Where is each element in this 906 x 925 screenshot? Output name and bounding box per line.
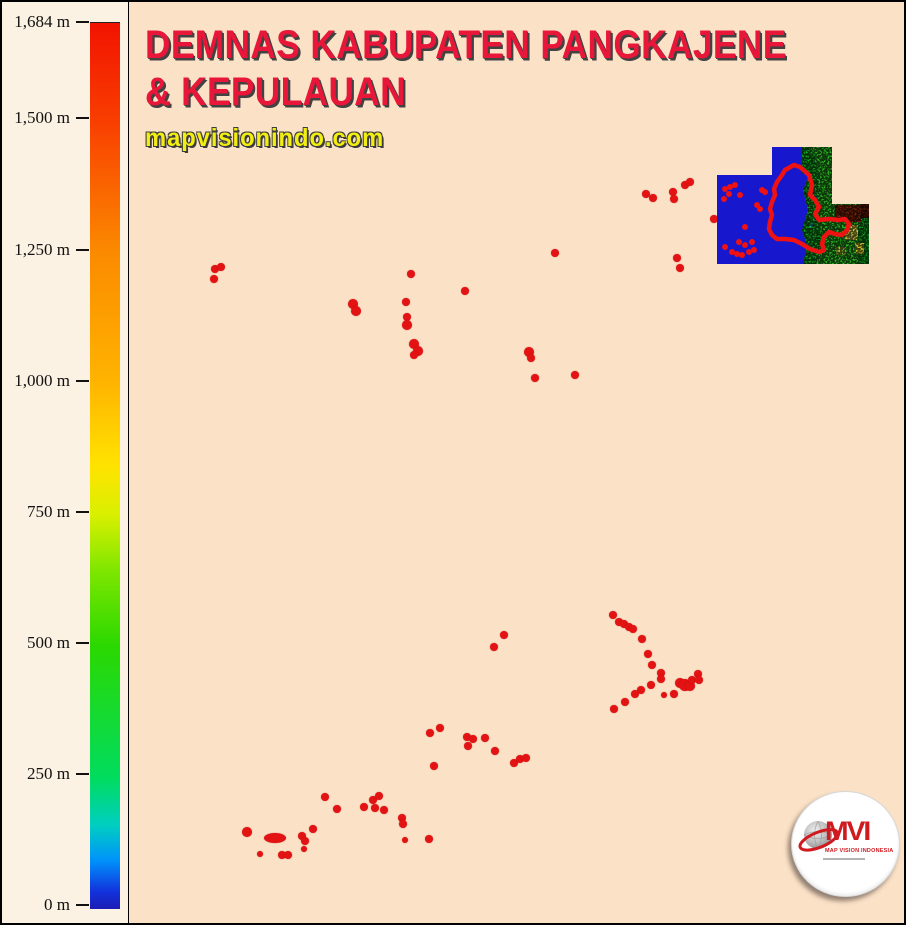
inset-boundary (766, 162, 852, 255)
map-title-line2: & KEPULAUAN (145, 70, 407, 114)
colorbar-tick-mark (76, 773, 89, 775)
colorbar-gradient (90, 22, 120, 909)
inset-dot (721, 196, 727, 202)
inset-dot (727, 184, 733, 190)
inset-dot (722, 186, 728, 192)
inset-dot (742, 242, 748, 248)
logo-badge: MVI MAP VISION INDONESIA (791, 791, 900, 897)
website-text: mapvisionindo.com (145, 124, 385, 152)
colorbar-tick-label: 1,684 m (14, 12, 70, 31)
inset-dot (762, 189, 768, 195)
colorbar-tick-mark (76, 904, 89, 906)
inset-dot (737, 192, 743, 198)
inset-dot (726, 191, 732, 197)
colorbar-tick-label: 250 m (27, 764, 70, 783)
colorbar-tick-label: 750 m (27, 502, 70, 521)
colorbar-tick-mark (76, 511, 89, 513)
title-block: DEMNAS KABUPATEN PANGKAJENE & KEPULAUAN … (145, 22, 874, 153)
colorbar-tick-mark (76, 21, 89, 23)
inset-dot (746, 249, 752, 255)
inset-dots (721, 182, 768, 258)
inset-dot (734, 251, 740, 257)
inset-dot (722, 244, 728, 250)
colorbar-tick-mark (76, 249, 89, 251)
map-canvas: DEMNAS KABUPATEN PANGKAJENE & KEPULAUAN … (128, 2, 904, 923)
colorbar-tick-label: 1,250 m (14, 240, 70, 259)
inset-dot (749, 239, 755, 245)
colorbar-tick-mark (76, 117, 89, 119)
inset-dot (739, 252, 745, 258)
map-title-line1: DEMNAS KABUPATEN PANGKAJENE (145, 23, 787, 67)
inset-dot (729, 249, 735, 255)
colorbar-tick-mark (76, 380, 89, 382)
inset-dot (742, 224, 748, 230)
inset-dot (732, 182, 738, 188)
colorbar-tick-label: 1,500 m (14, 108, 70, 127)
logo-acronym: MVI (825, 816, 871, 846)
colorbar-tick-label: 1,000 m (14, 371, 70, 390)
inset-dot (736, 239, 742, 245)
inset-dot (757, 206, 763, 212)
logo-tagline-line (823, 858, 865, 860)
inset-overview-map (717, 147, 869, 264)
colorbar-tick-label: 500 m (27, 633, 70, 652)
logo-name: MAP VISION INDONESIA (825, 848, 894, 854)
inset-dot (751, 247, 757, 253)
colorbar-tick-label: 0 m (44, 895, 70, 914)
colorbar-tick-mark (76, 642, 89, 644)
colorbar-panel: 1,684 m 1,500 m 1,250 m 1,000 m 750 m 500 m 25… (2, 2, 131, 923)
globe-icon (798, 820, 840, 852)
